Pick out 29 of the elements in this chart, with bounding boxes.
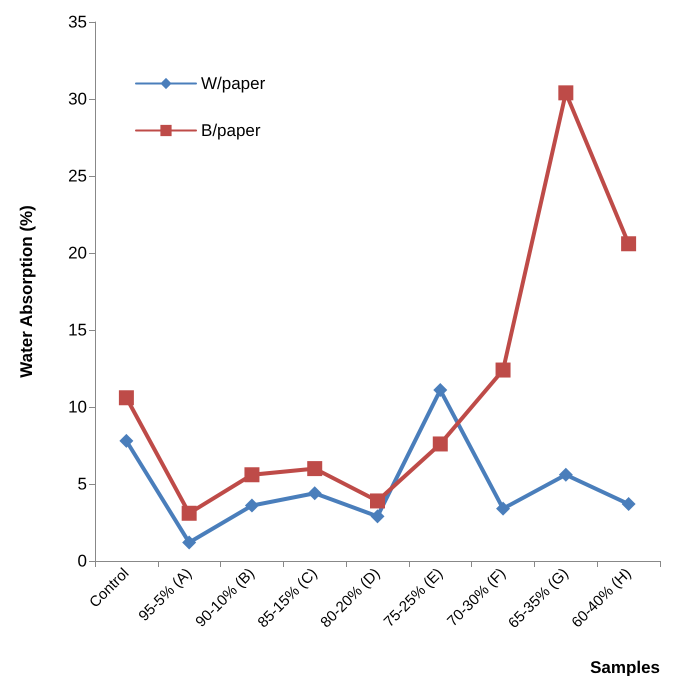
- point: [496, 362, 511, 378]
- point: [370, 493, 385, 508]
- point: [622, 497, 636, 512]
- point: [308, 486, 322, 500]
- point: [182, 536, 196, 550]
- legend-label: B/paper: [201, 121, 261, 140]
- legend-label: W/paper: [201, 74, 266, 93]
- y-tick-label: 0: [78, 552, 87, 570]
- point: [558, 85, 574, 100]
- point: [432, 436, 448, 452]
- y-tick-label: 30: [68, 90, 87, 108]
- point: [558, 468, 573, 482]
- point: [182, 506, 197, 521]
- point: [119, 434, 134, 448]
- point: [307, 461, 322, 476]
- y-tick-label: 5: [78, 474, 87, 494]
- point: [244, 467, 260, 482]
- point: [621, 236, 636, 252]
- y-tick-label: 10: [68, 398, 87, 416]
- point: [118, 390, 134, 406]
- point: [370, 509, 384, 524]
- y-axis-title: Water Absorption (%): [17, 205, 36, 378]
- y-tick-label: 25: [68, 166, 87, 186]
- y-tick-label: 15: [68, 320, 87, 340]
- y-tick-label: 35: [68, 12, 87, 32]
- point: [496, 502, 510, 516]
- point: [244, 498, 259, 513]
- point: [433, 383, 448, 398]
- y-tick-label: 20: [68, 244, 87, 262]
